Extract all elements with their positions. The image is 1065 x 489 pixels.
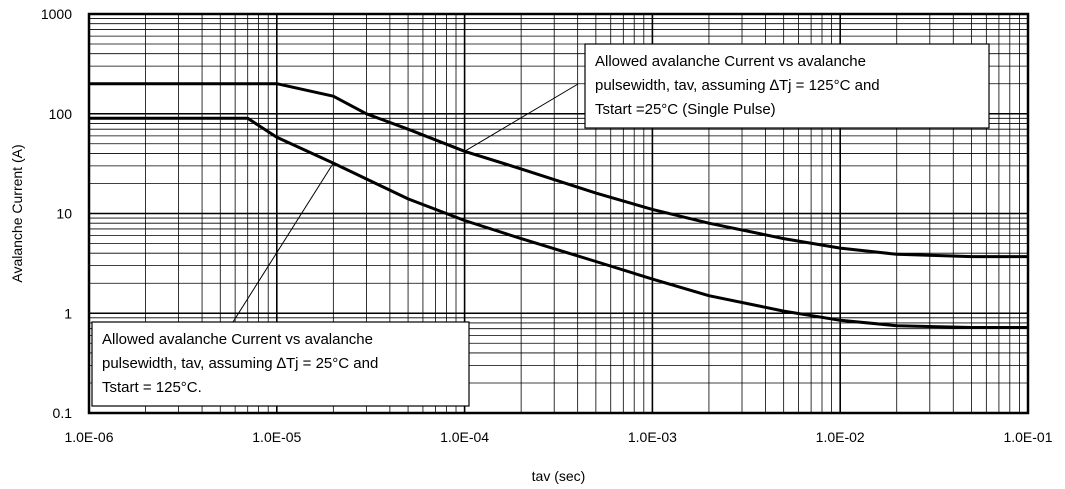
x-tick-label: 1.0E-05 (252, 429, 301, 445)
tick-labels: 1.0E-06 1.0E-05 1.0E-04 1.0E-03 1.0E-02 1.0E-… (41, 6, 1053, 445)
y-tick-label: 1000 (41, 6, 72, 22)
series-layer (89, 82, 1028, 329)
annotation-box (584, 43, 990, 129)
annotation-leader-line (232, 162, 334, 323)
annotations: Allowed avalanche Current vs avalanche pu… (91, 43, 990, 407)
annotation-text-line: Allowed avalanche Current vs avalanche (102, 331, 373, 348)
annotation-text-line: pulsewidth, tav, assuming ∆Tj = 25°C and (102, 355, 378, 372)
annotation-text-line: Allowed avalanche Current vs avalanche (595, 53, 866, 70)
series-line-1 (89, 82, 1028, 259)
annotation-leader-line (464, 83, 579, 152)
annotation-text-line: Tstart = 125°C. (102, 379, 202, 396)
y-axis-title: Avalanche Current (A) (9, 144, 25, 282)
x-tick-label: 1.0E-04 (440, 429, 489, 445)
y-tick-label: 100 (49, 106, 73, 122)
x-tick-label: 1.0E-01 (1003, 429, 1052, 445)
y-tick-label: 1 (64, 305, 72, 321)
y-tick-label: 10 (56, 206, 72, 222)
x-tick-label: 1.0E-03 (628, 429, 677, 445)
plot-frame (87, 12, 1030, 415)
y-tick-label: 0.1 (53, 405, 73, 421)
annotation-box (91, 321, 470, 407)
x-axis-title: tav (sec) (532, 468, 586, 484)
annotation-text-line: Tstart =25°C (Single Pulse) (595, 101, 776, 118)
x-tick-label: 1.0E-02 (816, 429, 865, 445)
series-line-2 (89, 116, 1028, 329)
grid (88, 14, 1028, 414)
annotation-text-line: pulsewidth, tav, assuming ∆Tj = 125°C an… (595, 77, 880, 94)
x-tick-label: 1.0E-06 (64, 429, 113, 445)
